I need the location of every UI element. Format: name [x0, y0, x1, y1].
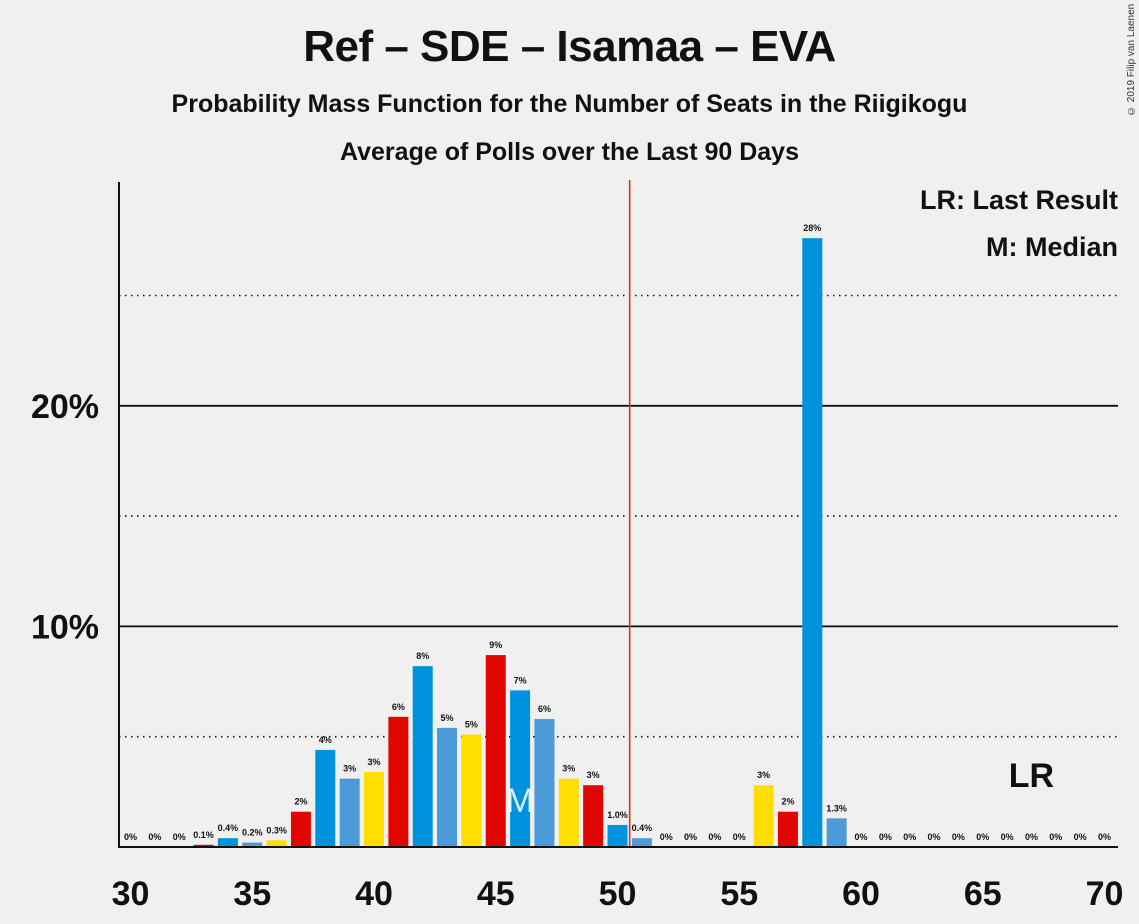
bar-value-label: 0% [148, 832, 161, 842]
bar-value-label: 3% [587, 770, 600, 780]
bar-value-label: 0.1% [193, 830, 214, 840]
bar-value-label: 0% [660, 832, 673, 842]
bar-value-label: 5% [465, 719, 478, 729]
x-tick-label: 70 [1086, 875, 1124, 913]
bar-value-label: 0.3% [266, 825, 287, 835]
bar [583, 785, 604, 847]
bar-value-label: 8% [416, 651, 429, 661]
y-tick-label: 10% [31, 608, 99, 646]
bar [193, 844, 214, 847]
bar-value-label: 4% [319, 735, 332, 745]
bar-value-label: 0% [708, 832, 721, 842]
x-tick-label: 50 [599, 875, 637, 913]
x-tick-label: 30 [112, 875, 150, 913]
bar [485, 655, 506, 847]
bar-value-label: 3% [343, 764, 356, 774]
x-tick-label: 60 [842, 875, 880, 913]
bar-value-label: 0% [1001, 832, 1014, 842]
bar [631, 838, 652, 847]
legend-median: M: Median [986, 232, 1118, 262]
bar [534, 719, 555, 847]
bar-value-label: 3% [757, 770, 770, 780]
bars-group [193, 238, 847, 848]
x-tick-label: 55 [720, 875, 758, 913]
bar-value-label: 0.2% [242, 828, 263, 838]
bar-value-label: 0% [1049, 832, 1062, 842]
bar [802, 238, 823, 848]
gridlines [119, 180, 1118, 847]
last-result-marker: LR [1009, 757, 1054, 795]
bar [607, 824, 628, 847]
bar [461, 734, 482, 847]
bar-value-label: 0% [1098, 832, 1111, 842]
bar [290, 811, 311, 847]
bar-value-label: 0% [1025, 832, 1038, 842]
bar-value-label: 3% [367, 757, 380, 767]
bar-value-label: 0.4% [218, 823, 239, 833]
bar-value-label: 3% [562, 764, 575, 774]
bar [510, 690, 531, 847]
bar [412, 666, 433, 847]
bar-value-label: 28% [803, 223, 821, 233]
bar-value-label: 1.0% [607, 810, 628, 820]
bar-value-label: 0% [928, 832, 941, 842]
bar [217, 838, 238, 847]
bar-value-label: 0.4% [632, 823, 653, 833]
bar-value-label: 9% [489, 640, 502, 650]
bar-value-label: 0% [733, 832, 746, 842]
bar [339, 778, 360, 847]
bar [242, 842, 263, 847]
bar-value-label: 0% [879, 832, 892, 842]
bar-value-label: 0% [684, 832, 697, 842]
bar [364, 771, 384, 847]
axes-group: 10% 20% 30 35 40 45 50 55 60 65 70 [31, 182, 1123, 913]
bar [266, 840, 287, 847]
y-tick-label: 20% [31, 388, 99, 426]
chart-title: Ref – SDE – Isamaa – EVA [303, 22, 836, 71]
bar-value-label: 0% [903, 832, 916, 842]
x-tick-label: 35 [233, 875, 271, 913]
bar [777, 811, 798, 847]
chart-subtitle-period: Average of Polls over the Last 90 Days [340, 138, 799, 166]
bar-value-label: 0% [976, 832, 989, 842]
bar-value-label: 2% [294, 797, 307, 807]
x-tick-label: 45 [477, 875, 515, 913]
bar-value-label: 7% [514, 675, 527, 685]
bar [388, 716, 409, 847]
bar [753, 785, 774, 847]
median-marker: M [506, 782, 534, 820]
bar [558, 778, 579, 847]
bar [826, 818, 847, 847]
bar-value-label: 0% [173, 832, 186, 842]
x-tick-label: 65 [964, 875, 1002, 913]
bar-value-label: 6% [538, 704, 551, 714]
bar-value-label: 6% [392, 702, 405, 712]
bar [315, 749, 336, 847]
legend-last-result: LR: Last Result [920, 185, 1118, 215]
bar-labels-group: 0% 0% 0% 0.1%0.4% 0.2% 0.3%2%4%3%3%6%8%5%5%9%… [124, 223, 1111, 842]
bar-value-label: 0% [854, 832, 867, 842]
bar-value-label: 0% [1074, 832, 1087, 842]
bar-value-label: 1.3% [826, 803, 847, 813]
bar-value-label: 5% [441, 713, 454, 723]
bar-value-label: 0% [952, 832, 965, 842]
bar [437, 727, 458, 847]
x-tick-label: 40 [355, 875, 393, 913]
chart-subtitle: Probability Mass Function for the Number… [171, 90, 968, 118]
bar-value-label: 2% [781, 797, 794, 807]
bar-value-label: 0% [124, 832, 137, 842]
